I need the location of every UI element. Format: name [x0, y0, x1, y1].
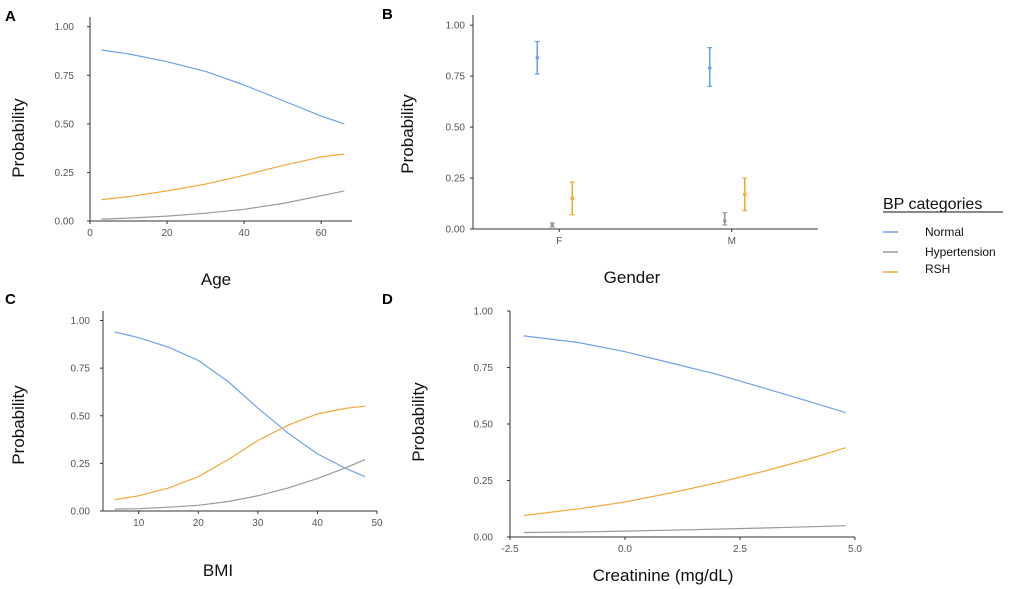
panel-c-x-tick-label: 40	[312, 518, 324, 529]
panel-b-y-tick-label: 0.00	[446, 225, 466, 236]
panel-d: D 0.00 0.25 0.50 0.75 1.00 -2.5 0.0 2.5 5.0 Creati…	[382, 291, 862, 585]
panel-c-line-hypertension	[114, 459, 366, 510]
panel-a-x-tick-label: 20	[161, 228, 173, 239]
panel-d-y-tick-label: 0.50	[474, 420, 494, 431]
panel-d-line-rsh	[523, 447, 846, 517]
panel-d-y-tick-label: 1.00	[474, 307, 494, 318]
panel-c-y-tick-label: 0.50	[71, 411, 91, 422]
panel-c-x-tick-label: 50	[371, 518, 383, 529]
panel-c: C 0.00 0.25 0.50 0.75 1.00 10 20 30 40 50 BMI Probab…	[5, 291, 383, 580]
panel-b-hypertension-f-point	[550, 223, 555, 227]
panel-a-y-tick-label: 0.25	[55, 168, 75, 179]
panel-c-line-rsh	[114, 405, 366, 501]
panel-b: B 0.00 0.25 0.50 0.75 1.00 F M Gender Probability	[382, 6, 818, 287]
legend-label-rsh: RSH	[925, 262, 950, 276]
panel-b-rsh-m-point	[742, 192, 747, 197]
panel-d-x-tick-label: 2.5	[733, 544, 747, 555]
panel-a-y-tick-label: 1.00	[55, 22, 75, 33]
panel-a: A 0.00 0.25 0.50 0.75 1.00 0 20 40 60 Age Probabili…	[5, 8, 352, 289]
panel-d-y-tick-label: 0.00	[474, 533, 494, 544]
panel-b-x-tick-label: F	[556, 236, 562, 247]
panel-b-y-tick-label: 1.00	[446, 21, 466, 32]
panel-c-x-tick-label: 10	[133, 518, 145, 529]
panel-b-letter: B	[382, 6, 393, 23]
panel-b-y-tick-label: 0.75	[446, 72, 466, 83]
panel-d-x-axis-title: Creatinine (mg/dL)	[593, 566, 734, 585]
panel-c-y-tick-label: 0.00	[71, 507, 91, 518]
legend-title: BP categories	[883, 196, 982, 213]
legend: BP categories Normal Hypertension RSH	[883, 196, 1003, 276]
panel-b-y-axis-title: Probability	[398, 94, 417, 174]
panel-c-x-tick-label: 20	[193, 518, 205, 529]
panel-a-line-rsh	[101, 153, 345, 201]
panel-a-y-tick-label: 0.50	[55, 119, 75, 130]
legend-label-normal: Normal	[925, 225, 964, 239]
panel-b-x-tick-label: M	[728, 236, 736, 247]
panel-b-normal-m-point	[707, 66, 712, 70]
panel-c-y-axis-title: Probability	[9, 385, 28, 465]
panel-d-line-normal	[523, 335, 846, 414]
panel-a-line-hypertension	[101, 190, 345, 220]
panel-b-normal-f-point	[535, 56, 540, 60]
panel-d-y-tick-label: 0.25	[474, 476, 494, 487]
panel-c-x-axis-title: BMI	[203, 561, 233, 580]
legend-label-hypertension: Hypertension	[925, 245, 996, 259]
panel-c-line-normal	[114, 331, 366, 478]
panel-d-line-hypertension	[523, 525, 846, 534]
panel-c-y-tick-label: 1.00	[71, 316, 91, 327]
panel-d-y-axis-title: Probability	[409, 382, 428, 462]
panel-c-letter: C	[5, 291, 16, 308]
panel-b-y-tick-label: 0.25	[446, 174, 466, 185]
panel-b-y-tick-label: 0.50	[446, 123, 466, 134]
panel-a-x-tick-label: 40	[239, 228, 251, 239]
panel-d-x-tick-label: -2.5	[501, 544, 519, 555]
panel-c-y-tick-label: 0.75	[71, 364, 91, 375]
panel-a-y-tick-label: 0.00	[55, 217, 75, 228]
panel-a-line-normal	[101, 49, 345, 125]
panel-d-y-tick-label: 0.75	[474, 363, 494, 374]
panel-d-x-tick-label: 0.0	[618, 544, 632, 555]
panel-b-hypertension-m-point	[722, 219, 727, 223]
panel-a-x-tick-label: 0	[87, 228, 93, 239]
panel-d-letter: D	[382, 291, 393, 308]
panel-b-x-axis-title: Gender	[604, 268, 661, 287]
panel-a-letter: A	[5, 8, 16, 25]
panel-c-y-tick-label: 0.25	[71, 459, 91, 470]
panel-b-rsh-f-point	[570, 196, 575, 201]
panel-d-x-tick-label: 5.0	[848, 544, 862, 555]
panel-a-x-axis-title: Age	[201, 270, 231, 289]
panel-a-y-axis-title: Probability	[9, 98, 28, 178]
panel-a-y-tick-label: 0.75	[55, 71, 75, 82]
panel-a-x-tick-label: 60	[316, 228, 328, 239]
panel-c-x-tick-label: 30	[252, 518, 264, 529]
